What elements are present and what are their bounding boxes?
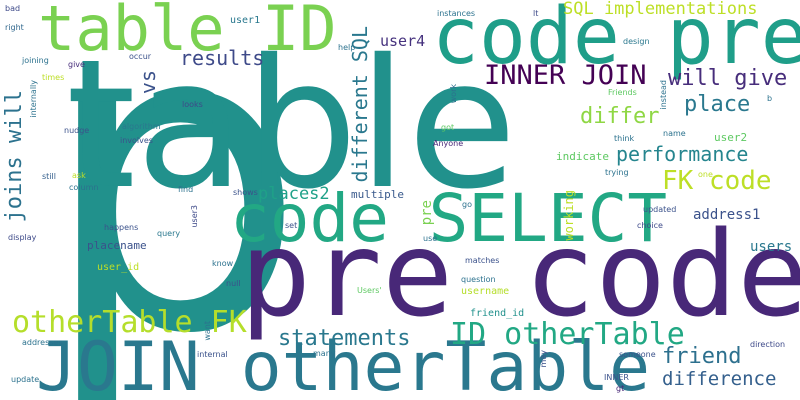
word-times: times [42,73,65,82]
word-someone: someone [619,350,656,359]
word-choice: choice [637,221,663,230]
word-placename: placename [87,239,147,252]
word-give: give [68,60,85,69]
word-work: work [449,84,458,104]
word-address1: address1 [693,207,761,223]
word-instances: instances [437,9,476,18]
word-users: users [750,239,793,255]
word-know: know [212,259,234,268]
word-occur: occur [129,52,152,61]
word-ask: ask [72,171,86,180]
word-internally: internally [29,80,38,118]
word-table: table [66,21,517,228]
word-direction: direction [750,340,786,349]
word-involves: involves [120,136,153,145]
word-pre-small: pre [419,200,435,226]
word-may: may [539,350,548,368]
word-addresses: addresses [22,338,63,347]
word-column: column [69,183,99,192]
word-p: p [40,0,307,400]
word-update: update [11,375,40,384]
word-join-othertable: JOIN otherTable [36,328,651,400]
word-inner-small: INNER [604,373,629,382]
word-one: one [698,170,713,179]
word-matches: matches [465,256,500,265]
word-results: results [180,46,265,70]
word-place: place [684,92,751,117]
word-user2: user2 [714,131,748,144]
word-performance: performance [616,142,749,166]
word-othertable-fk: otherTable FK [12,305,247,340]
word-joining: joining [22,56,49,65]
word-fk-code: FK code [662,166,772,196]
word-indicate: indicate [556,150,609,163]
word-username: username [461,286,510,297]
word-design: design [623,37,650,46]
word-b: b [767,94,773,103]
word-set: set [285,221,298,230]
word-want: want [203,321,212,341]
word-joins-will: joins will [2,90,27,223]
word-think: think [614,134,635,143]
word-find: find [178,185,194,194]
word-help: help [338,43,356,52]
word-null: null [226,279,241,288]
word-code-select: code SELECT [230,180,668,257]
word-code-pre: code pre [432,0,800,82]
word-pre-code: pre code [240,205,800,343]
word-happens: happens [104,223,139,232]
word-looks: looks [182,100,203,109]
word-nudge: nudge [64,126,90,135]
word-shows: shows [233,188,258,197]
word-differ: differ [580,104,660,129]
word-instead: instead [659,80,668,110]
word-statements: statements [278,326,411,351]
word-lt: lt [533,9,539,18]
word-difference: difference [662,368,777,390]
word-got: got [441,123,455,132]
word-trying: trying [605,168,629,177]
word-name: name [663,129,686,138]
word-vs: vs [136,70,160,95]
word-user1: user1 [230,15,261,26]
word-still: still [42,172,56,181]
word-multiple: multiple [351,188,404,201]
word-sql-implementations: SQL implementations [563,0,758,19]
word-query: query [157,229,181,238]
word-go: go [462,200,472,209]
word-updated: updated [643,205,677,214]
word-places2: places2 [258,184,330,204]
word-friend-id: friend_id [470,308,525,319]
word-id-othertable: ID otherTable [450,317,685,352]
word-use: use [423,234,438,243]
word-friends: Friends [608,88,637,97]
word-working: working [562,190,576,241]
word-table-id: table ID [38,0,337,65]
word-many: many [313,349,336,358]
word-internal: internal [197,350,228,359]
word-algorithm: algorithm [122,122,161,131]
word-anyone: Anyone [433,139,464,148]
word-inner-join: INNER JOIN [484,60,647,91]
word-will-give: will give [668,66,788,91]
word-gt: gt [616,384,625,393]
word-bad: bad [5,4,21,13]
word-user-id: user_id [97,262,140,273]
word-question: question [461,275,496,284]
word-display: display [8,233,37,242]
word-friend: friend [662,344,742,369]
word-right: right [5,23,24,32]
word-user4: user4 [380,32,426,50]
word-users-apos: Users' [357,286,382,295]
word-user3: user3 [190,205,199,228]
